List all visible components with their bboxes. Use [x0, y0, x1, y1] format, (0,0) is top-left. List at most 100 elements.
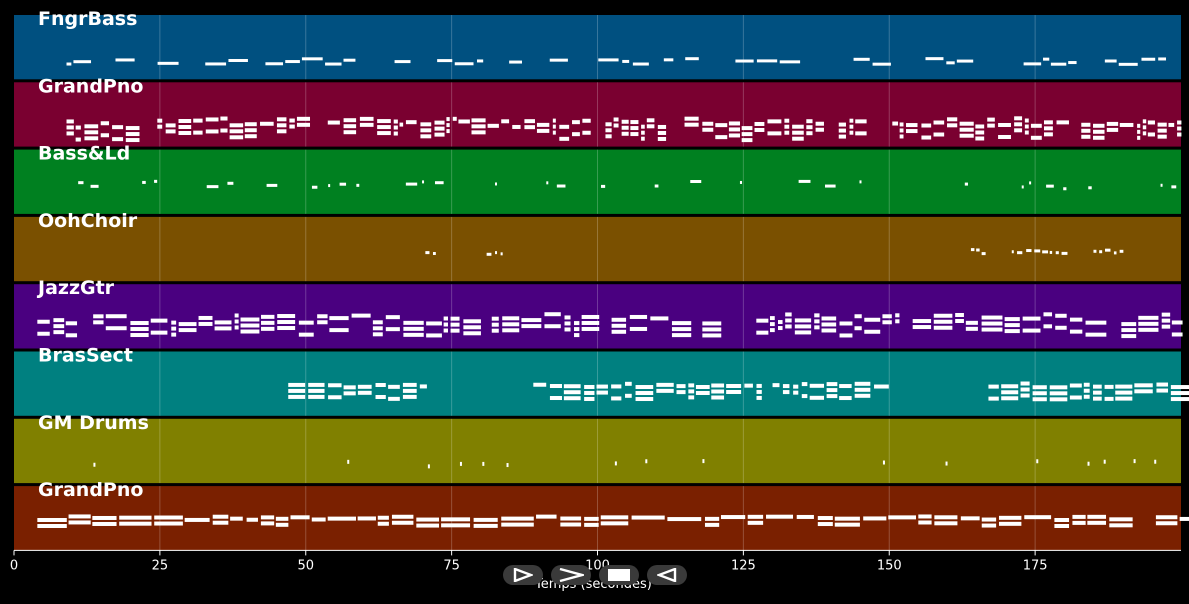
note — [212, 520, 229, 525]
note — [834, 516, 860, 521]
note — [611, 323, 627, 328]
note — [912, 325, 932, 330]
note — [275, 516, 289, 521]
note — [792, 130, 804, 135]
note — [720, 515, 746, 520]
note — [1104, 384, 1114, 389]
note — [105, 314, 127, 319]
note — [584, 516, 599, 521]
note — [1147, 132, 1155, 137]
note — [711, 395, 725, 400]
note — [422, 180, 425, 184]
note — [741, 126, 753, 131]
note — [1161, 312, 1171, 317]
note — [769, 322, 775, 327]
note — [630, 126, 639, 131]
note — [66, 125, 74, 130]
note — [1029, 181, 1032, 185]
note — [75, 125, 81, 130]
note — [772, 383, 780, 388]
note — [849, 118, 854, 123]
note — [359, 122, 374, 127]
note — [784, 130, 790, 135]
note — [798, 179, 811, 183]
note — [767, 119, 782, 124]
note — [1054, 518, 1070, 523]
note — [1161, 324, 1171, 329]
note — [90, 184, 99, 188]
rewind-button[interactable] — [647, 565, 687, 585]
note — [1085, 320, 1107, 325]
note — [298, 332, 314, 337]
note — [1138, 321, 1159, 326]
note — [821, 322, 837, 327]
note — [130, 327, 149, 332]
note — [393, 119, 398, 124]
play-button[interactable] — [503, 565, 543, 585]
note — [502, 316, 520, 321]
note — [288, 382, 306, 387]
note — [1050, 62, 1067, 66]
note — [1121, 322, 1137, 327]
note — [688, 383, 695, 388]
note — [834, 522, 860, 527]
note — [403, 320, 424, 325]
note — [959, 127, 974, 132]
note — [1022, 328, 1041, 333]
note — [229, 135, 244, 140]
stop-button[interactable] — [599, 565, 639, 585]
note — [1093, 135, 1105, 140]
note — [1134, 383, 1153, 388]
note — [261, 326, 275, 331]
note — [574, 321, 580, 326]
note — [632, 62, 649, 66]
note — [564, 327, 571, 332]
note — [105, 326, 127, 331]
note — [521, 318, 542, 323]
note — [372, 320, 383, 325]
note — [552, 118, 556, 123]
note — [906, 123, 918, 128]
note — [66, 62, 72, 66]
note — [794, 330, 812, 335]
note — [895, 319, 900, 324]
note — [100, 121, 110, 126]
note — [1109, 517, 1133, 522]
note — [425, 251, 430, 255]
note — [450, 322, 460, 327]
note — [1168, 122, 1175, 127]
note — [685, 57, 699, 61]
note — [53, 330, 65, 335]
note — [657, 130, 667, 135]
note — [125, 132, 140, 137]
note — [1087, 514, 1107, 519]
note — [965, 326, 978, 331]
note — [524, 125, 535, 130]
note — [84, 136, 99, 141]
note — [454, 62, 474, 66]
note — [1043, 312, 1053, 317]
note — [584, 384, 595, 389]
note — [782, 384, 790, 389]
note — [684, 116, 699, 121]
note — [84, 130, 99, 135]
next-button[interactable] — [551, 565, 591, 585]
note — [899, 128, 904, 133]
note — [1004, 323, 1020, 328]
note — [650, 316, 669, 321]
note — [964, 182, 968, 186]
note — [1021, 185, 1024, 189]
note — [946, 61, 955, 65]
note — [339, 182, 347, 186]
note — [849, 130, 854, 135]
note — [782, 390, 790, 395]
note — [178, 328, 197, 333]
note — [821, 328, 837, 333]
note — [918, 520, 932, 525]
note — [549, 384, 563, 389]
note — [611, 329, 627, 334]
note — [671, 321, 692, 326]
note — [1106, 127, 1119, 132]
note — [739, 180, 743, 184]
note — [434, 132, 445, 137]
